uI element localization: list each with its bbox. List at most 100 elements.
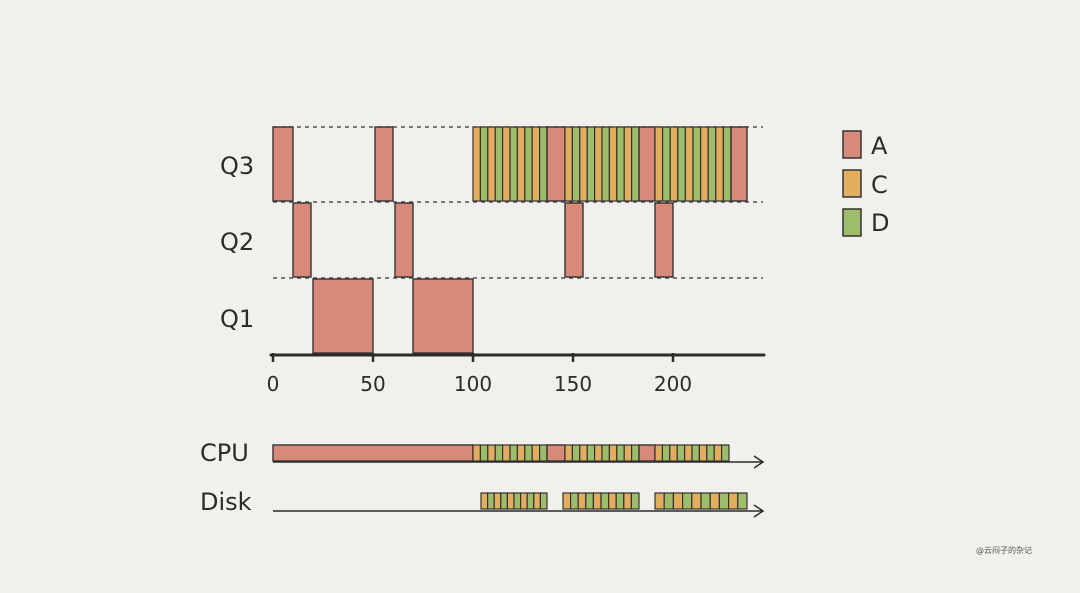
disk-timeline-label: Disk [200,488,252,516]
q2-slice-a [394,202,414,278]
cpu-slice-c [516,444,526,462]
q3-slice-a [272,126,294,202]
cpu-slice-d [691,444,701,462]
cpu-slice-c [698,444,708,462]
disk-slice-c [577,492,587,510]
q3-slice-a [374,126,394,202]
disk-slice-c [727,492,739,510]
disk-slice-c [709,492,721,510]
q3-slice-d [571,126,581,202]
q3-slice-d [538,126,548,202]
cpu-slice-d [706,444,715,462]
cpu-slice-c [472,444,482,462]
q3-slice-a [638,126,656,202]
q3-slice-c [531,126,541,202]
watermark: @云闷子的杂记 [976,545,1032,555]
cpu-slice-c [623,444,633,462]
disk-slice-d [615,492,625,510]
resource-timelines [272,444,765,518]
axis-tick-labels: 0 50 100 150 200 [267,372,692,396]
q3-slice-d [692,126,702,202]
cpu-slice-d [630,444,640,462]
legend-label-c: C [871,171,888,199]
cpu-slice-d [601,444,611,462]
disk-slice-c [607,492,617,510]
cpu-slice-c [608,444,618,462]
q3-slice-c [564,126,574,202]
disk-slice-d [718,492,730,510]
queue-bars [272,126,748,354]
disk-slice-d [526,492,535,510]
disk-slice-c [533,492,541,510]
disk-slice-c [493,492,502,510]
q3-slice-c [593,126,603,202]
q3-slice-c [623,126,633,202]
queue-label-q2: Q2 [220,228,254,256]
q3-slice-c [608,126,618,202]
disk-slice-c [691,492,702,510]
q3-slice-d [586,126,596,202]
q3-slice-c [654,126,664,202]
q2-slice-a [292,202,312,278]
q3-slice-c [472,126,482,202]
cpu-slice-d [509,444,519,462]
q3-slice-d [616,126,625,202]
cpu-slice-c [487,444,496,462]
disk-slice-d [700,492,711,510]
disk-slice-d [600,492,610,510]
q3-slice-d [707,126,717,202]
disk-slice-d [539,492,548,510]
disk-slice-d [681,492,693,510]
disk-slice-c [506,492,515,510]
disk-slice-d [630,492,640,510]
cpu-arrow-icon [753,455,765,469]
cpu-slice-c [502,444,511,462]
disk-slice-d [663,492,675,510]
cpu-slice-d [571,444,581,462]
cpu-slice-c [683,444,693,462]
q1-slice-a [312,278,374,354]
queue-label-q3: Q3 [220,152,254,180]
time-axis [269,353,766,362]
cpu-slice-c [579,444,588,462]
q3-slice-c [715,126,724,202]
q3-slice-d [677,126,686,202]
q2-slice-a [564,202,584,278]
disk-slice-c [519,492,528,510]
disk-slice-d [737,492,748,510]
q3-slice-c [669,126,679,202]
q3-slice-c [502,126,511,202]
cpu-slice-d [586,444,596,462]
disk-slice-c [654,492,665,510]
legend-swatch-a [842,130,862,159]
cpu-slice-a [272,444,474,462]
cpu-slice-a [546,444,566,462]
disk-slice-c [562,492,572,510]
tick-label-100: 100 [454,372,492,396]
cpu-slice-c [593,444,603,462]
cpu-slice-d [479,444,489,462]
tick-label-200: 200 [654,372,692,396]
cpu-timeline-label: CPU [200,439,249,467]
legend-label-d: D [871,209,889,237]
disk-slice-c [480,492,489,510]
q2-slice-a [654,202,674,278]
cpu-slice-d [494,444,504,462]
legend-swatch-c [842,169,862,198]
q3-slice-d [524,126,533,202]
q3-slice-d [630,126,640,202]
disk-arrow-icon [753,504,765,518]
disk-slice-c [623,492,632,510]
tick-label-50: 50 [360,372,385,396]
cpu-slice-d [720,444,730,462]
cpu-slice-c [564,444,574,462]
tick-label-150: 150 [554,372,592,396]
q1-slice-a [412,278,474,354]
cpu-slice-d [676,444,686,462]
q3-slice-d [661,126,671,202]
cpu-slice-c [654,444,664,462]
q3-slice-d [479,126,489,202]
cpu-slice-d [616,444,625,462]
legend: A C D [842,130,889,237]
